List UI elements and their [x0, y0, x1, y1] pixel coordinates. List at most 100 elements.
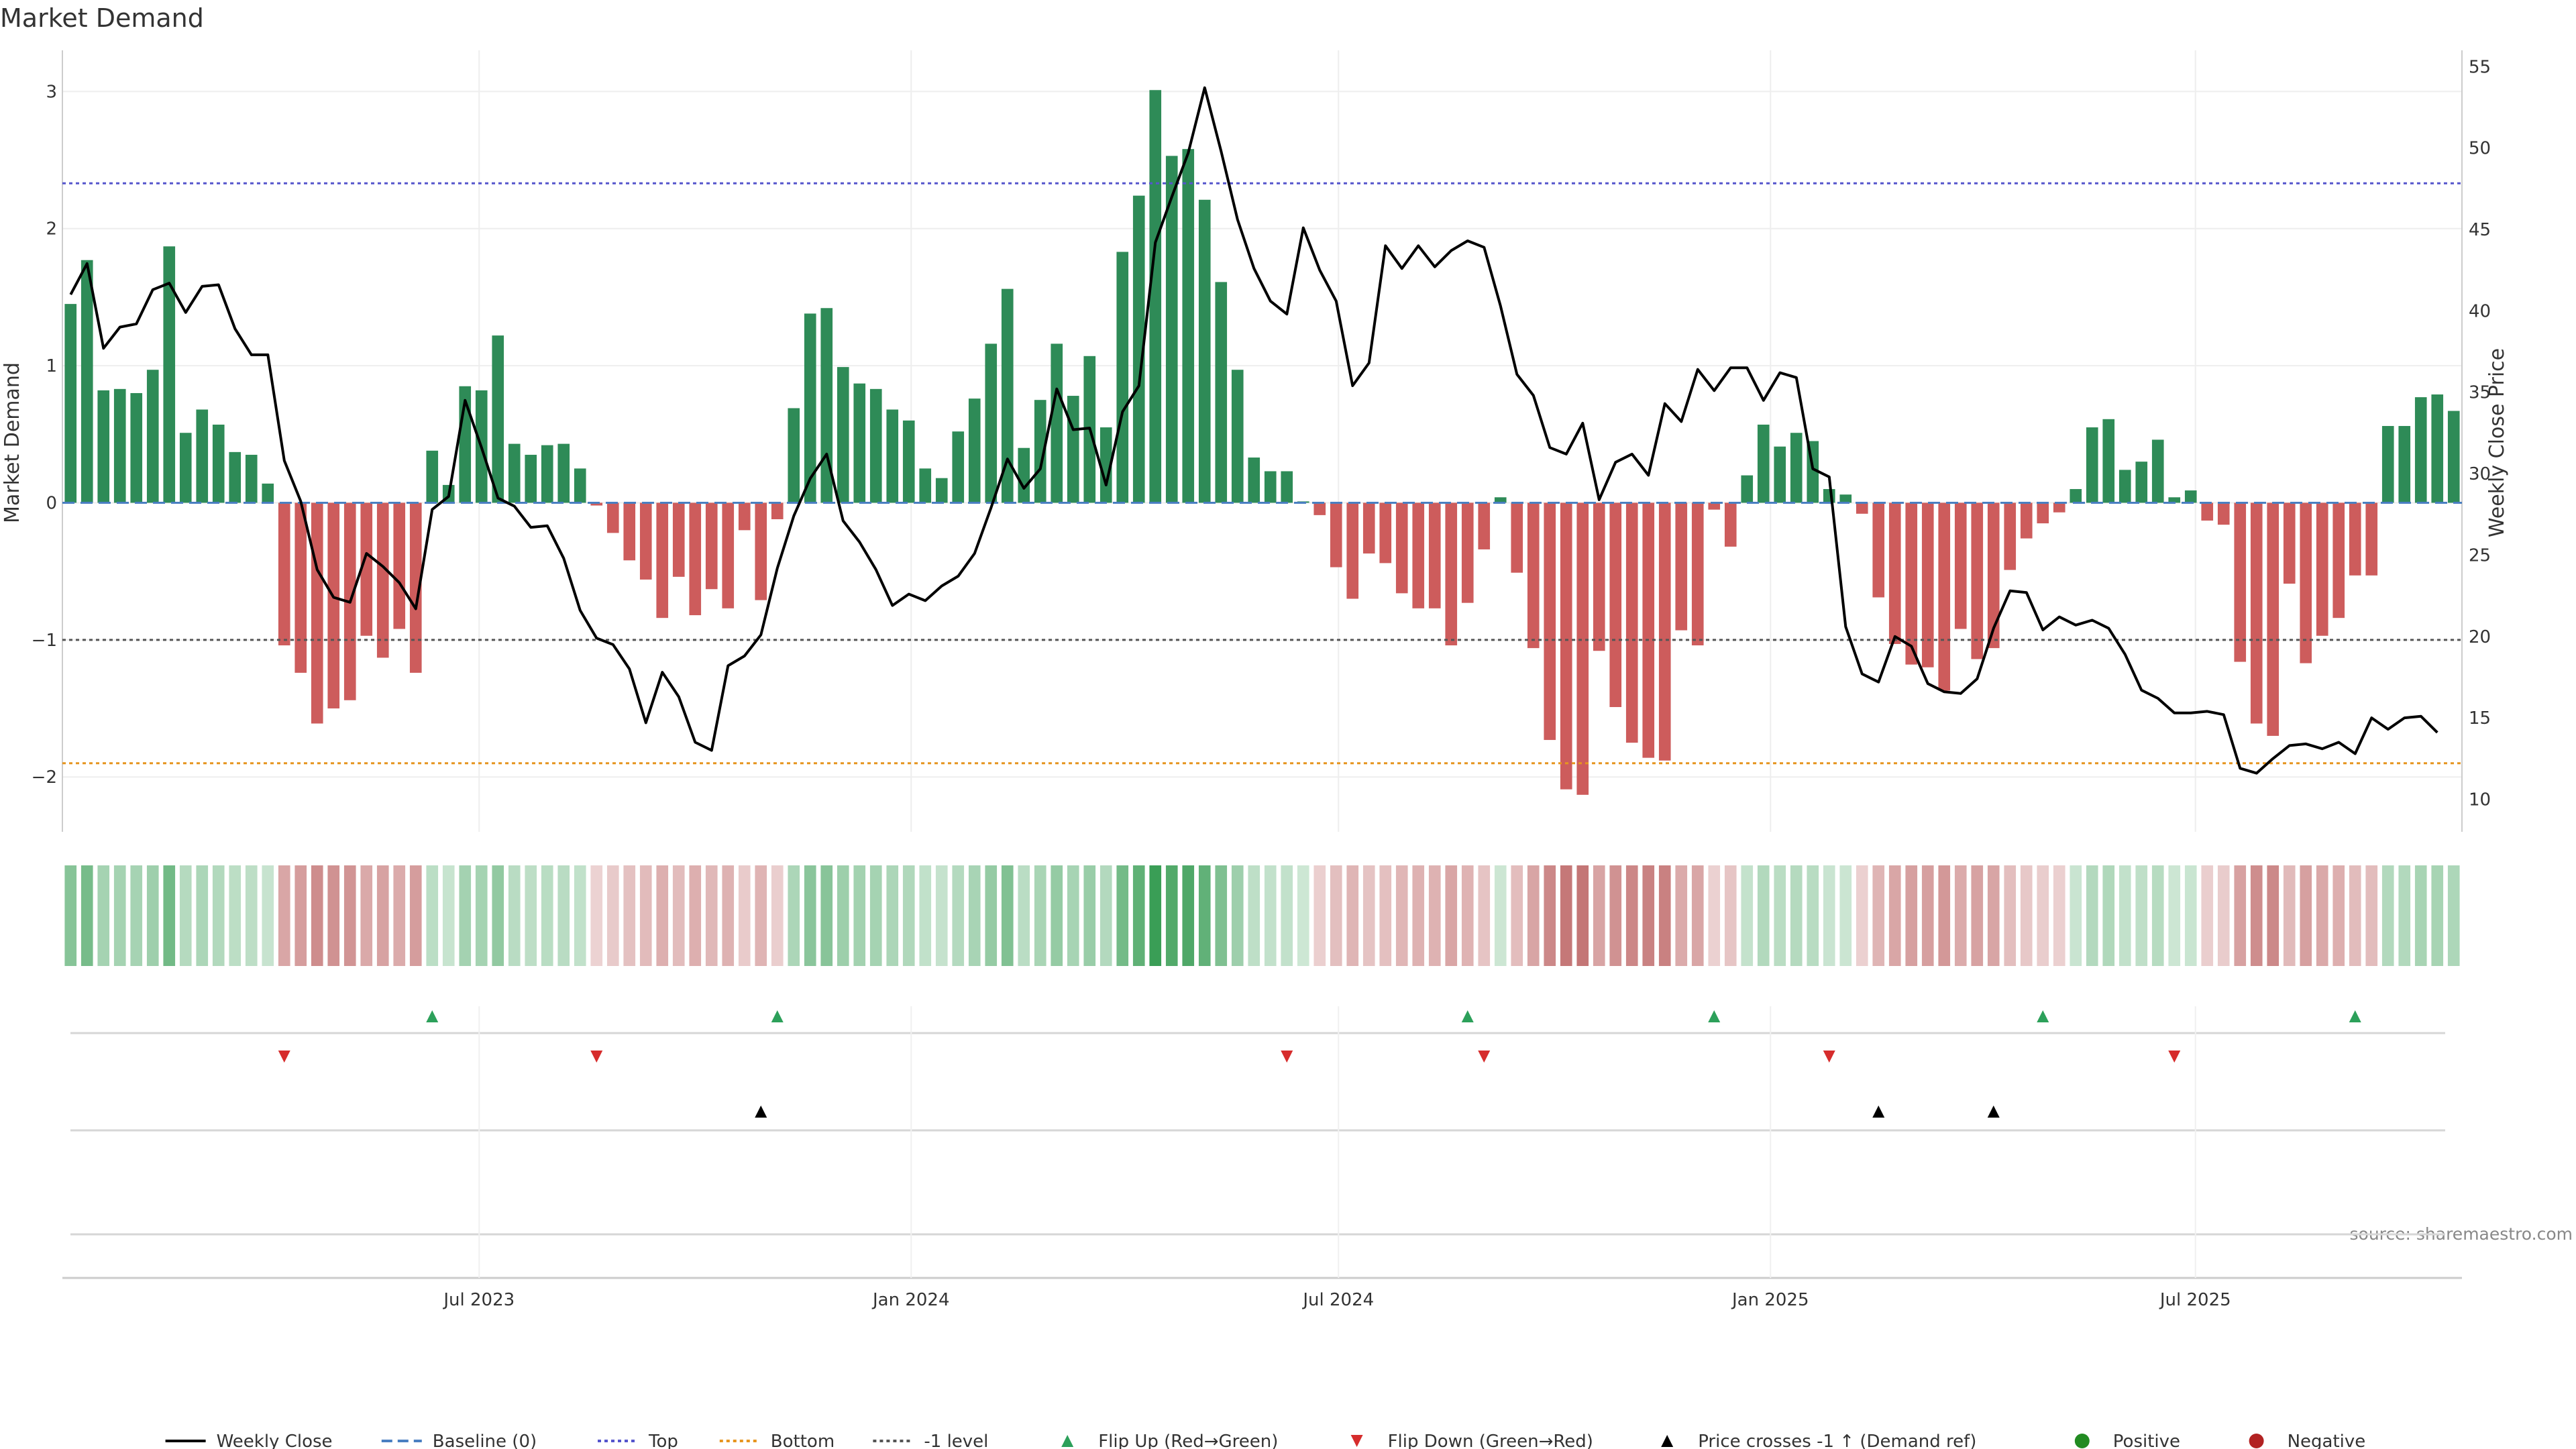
heat-cell	[1757, 865, 1770, 966]
legend-item: Baseline (0)	[381, 1432, 537, 1449]
x-axis: Jul 2023 Jan 2024 Jul 2024 Jan 2025 Jul 2025	[62, 1006, 2462, 1310]
demand-bar	[525, 454, 537, 503]
heat-cell	[508, 865, 521, 966]
flip-up-marker	[426, 1010, 439, 1022]
heat-cell	[1544, 865, 1556, 966]
flip-up-marker	[1708, 1010, 1721, 1022]
heat-cell	[2398, 865, 2411, 966]
heat-cell	[755, 865, 767, 966]
heat-cell	[459, 865, 472, 966]
y-tick-label: −2	[32, 767, 57, 788]
demand-bar	[1116, 252, 1129, 503]
demand-bar	[2151, 439, 2164, 503]
heat-cell	[1313, 865, 1326, 966]
legend-item: Price crosses -1 ↑ (Demand ref)	[1661, 1432, 1976, 1449]
demand-bar	[1412, 502, 1425, 608]
demand-bar	[788, 408, 800, 503]
chart-title: Market Demand	[0, 3, 204, 33]
heat-cell	[2184, 865, 2197, 966]
demand-bar	[738, 502, 751, 531]
main-panel: −2 −1 0 1 2 3 10 15 20 25 30 35 40 45 50 55	[32, 50, 2491, 832]
heat-cell	[1823, 865, 1835, 966]
heat-cell	[1609, 865, 1622, 966]
heat-cell	[360, 865, 373, 966]
x-tick-label: Jul 2024	[1301, 1290, 1374, 1310]
heat-cell	[1971, 865, 1984, 966]
demand-bar	[1198, 199, 1211, 503]
demand-bar	[574, 468, 586, 503]
signal-panels	[70, 1010, 2445, 1236]
demand-bar	[179, 433, 192, 503]
demand-bar	[1461, 502, 1474, 603]
heat-cell	[738, 865, 751, 966]
heat-cell	[2151, 865, 2164, 966]
demand-bar	[2184, 490, 2197, 503]
demand-bar	[1099, 427, 1112, 503]
demand-bar	[393, 502, 406, 629]
flip-up-marker	[2037, 1010, 2049, 1022]
heat-cell	[2053, 865, 2065, 966]
heat-cell	[1593, 865, 1605, 966]
demand-bar	[722, 502, 735, 608]
legend-label: Baseline (0)	[433, 1432, 537, 1449]
demand-bar	[1395, 502, 1408, 594]
heat-cell	[2070, 865, 2082, 966]
heat-cell	[2086, 865, 2098, 966]
demand-bar	[2398, 426, 2411, 503]
demand-bar	[1494, 497, 1507, 503]
heat-cell	[179, 865, 192, 966]
demand-bar	[245, 454, 258, 503]
heat-cell	[1905, 865, 1918, 966]
demand-bar	[1987, 502, 2000, 649]
demand-bar	[1018, 447, 1030, 503]
heat-cell	[262, 865, 274, 966]
demand-bar	[919, 468, 932, 503]
heat-cell	[278, 865, 290, 966]
heat-cell	[689, 865, 702, 966]
heat-cell	[327, 865, 340, 966]
demand-bar	[2004, 502, 2017, 570]
demand-bar	[2414, 397, 2427, 503]
demand-bar	[2283, 502, 2296, 584]
demand-bar	[1675, 502, 1688, 631]
heat-cell	[1625, 865, 1638, 966]
demand-bar	[1281, 471, 1293, 503]
heat-cell	[97, 865, 110, 966]
demand-bar	[508, 443, 521, 503]
heat-cell	[935, 865, 948, 966]
heat-cell	[1428, 865, 1441, 966]
heat-cell	[64, 865, 77, 966]
heat-cell	[2020, 865, 2033, 966]
y-tick-label: 1	[46, 356, 57, 376]
heat-cell	[1264, 865, 1277, 966]
legend: Weekly Close Baseline (0) Top Bottom -1 leve…	[165, 1432, 2366, 1449]
demand-bar	[1839, 494, 1852, 503]
heat-cell	[541, 865, 553, 966]
demand-bar	[1165, 156, 1178, 503]
demand-bar	[557, 443, 570, 503]
demand-bar	[2020, 502, 2033, 539]
heat-cell	[1116, 865, 1129, 966]
heat-cell	[426, 865, 439, 966]
price-cross-marker	[755, 1106, 767, 1118]
demand-bar	[886, 409, 899, 503]
heat-cell	[606, 865, 619, 966]
demand-bar	[590, 502, 603, 506]
heat-cell	[705, 865, 718, 966]
demand-bar	[1757, 424, 1770, 503]
y-tick-label: 2	[46, 219, 57, 239]
heat-cell	[1083, 865, 1096, 966]
heat-cell	[2349, 865, 2361, 966]
demand-bar	[360, 502, 373, 636]
demand-bar	[1741, 475, 1754, 503]
legend-label: Negative	[2288, 1432, 2366, 1449]
heat-cell	[1099, 865, 1112, 966]
heat-cell	[1872, 865, 1885, 966]
y2-tick-label: 25	[2469, 545, 2491, 566]
y-tick-label: 3	[46, 82, 57, 102]
heat-cell	[1494, 865, 1507, 966]
heat-cell	[393, 865, 406, 966]
demand-bar	[837, 367, 849, 503]
heat-cell	[1527, 865, 1540, 966]
demand-bar	[1330, 502, 1342, 568]
